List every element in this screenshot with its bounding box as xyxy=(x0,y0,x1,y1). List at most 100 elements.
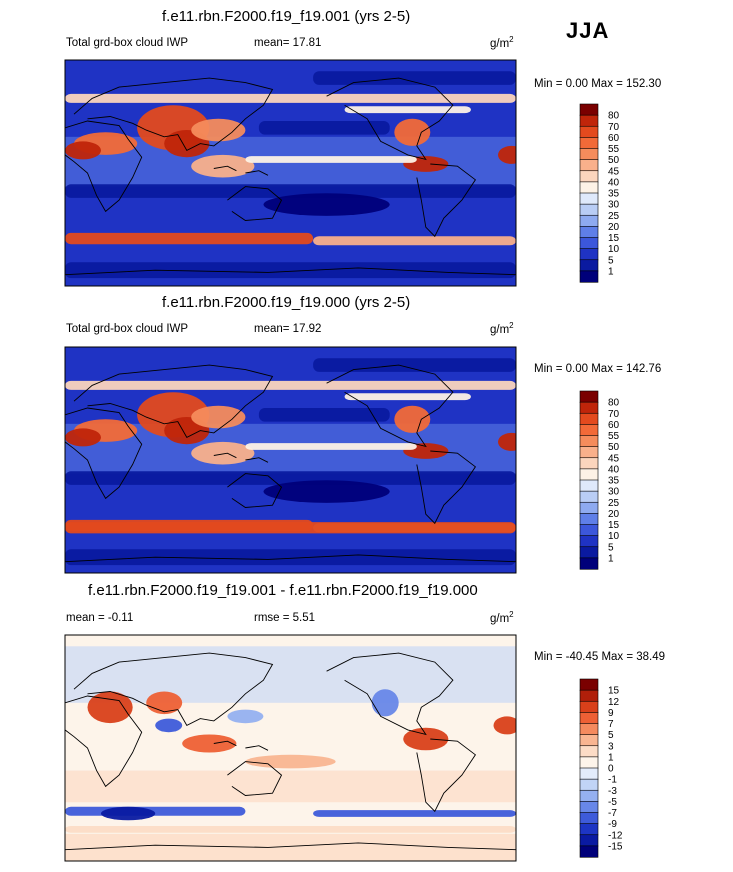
colorbar-tick-label: -12 xyxy=(608,830,623,841)
colorbar-swatch xyxy=(579,812,599,825)
map-field-high xyxy=(394,405,431,433)
map-field-high xyxy=(344,393,471,401)
coastline xyxy=(416,450,477,525)
map-field-low xyxy=(258,408,390,422)
colorbar-swatch xyxy=(579,501,599,514)
colorbar-tick-label: 5 xyxy=(608,542,614,553)
map-field-anomaly xyxy=(101,806,156,821)
map-field-anomaly xyxy=(65,806,246,816)
colorbar-tick-label: 70 xyxy=(608,122,620,133)
map-field-anomaly xyxy=(155,718,183,733)
colorbar-tick-label: -3 xyxy=(608,786,617,797)
panel-3-units: g/m2 xyxy=(490,610,514,625)
map-field-anomaly xyxy=(371,689,399,717)
colorbar-swatch xyxy=(579,546,599,559)
panel-2-units: g/m2 xyxy=(490,321,514,336)
colorbar-tick-label: -1 xyxy=(608,775,617,786)
coastline xyxy=(326,364,454,448)
colorbar-tick-label: -5 xyxy=(608,797,617,808)
colorbar-tick-label: 12 xyxy=(608,697,620,708)
colorbar-swatch xyxy=(579,103,599,116)
coastline xyxy=(65,120,143,213)
colorbar-tick-label: 15 xyxy=(608,233,620,244)
colorbar-swatch xyxy=(579,723,599,736)
coastline xyxy=(65,407,143,500)
colorbar-swatch xyxy=(579,148,599,161)
panel-1-variable-label: Total grd-box cloud IWP xyxy=(66,37,189,49)
colorbar-tick-label: 1 xyxy=(608,752,614,763)
coastline xyxy=(213,165,237,172)
colorbar-tick-label: 7 xyxy=(608,719,614,730)
map-field-anomaly xyxy=(493,716,516,735)
map-field-high xyxy=(191,405,246,429)
colorbar-swatch xyxy=(579,834,599,847)
panel-1-frame xyxy=(64,59,517,287)
colorbar-tick-label: 10 xyxy=(608,244,620,255)
map-field-low xyxy=(313,71,516,85)
colorbar-swatch xyxy=(579,226,599,239)
colorbar-swatch xyxy=(579,823,599,836)
colorbar-swatch xyxy=(579,700,599,713)
colorbar-swatch xyxy=(579,114,599,127)
map-field-low xyxy=(263,193,390,216)
coastline xyxy=(326,652,454,736)
colorbar-tick-label: 55 xyxy=(608,431,620,442)
colorbar-swatch xyxy=(579,778,599,791)
coastline xyxy=(65,554,516,563)
coastline xyxy=(213,740,237,747)
colorbar-tick-label: 5 xyxy=(608,730,614,741)
colorbar-swatch xyxy=(579,270,599,283)
map-field-high xyxy=(65,141,101,160)
colorbar-swatch xyxy=(579,513,599,526)
colorbar-swatch xyxy=(579,390,599,403)
coastline xyxy=(213,452,237,459)
panel-2-title: f.e11.rbn.F2000.f19_f19.000 (yrs 2-5) xyxy=(162,294,411,311)
colorbar-tick-label: 25 xyxy=(608,498,620,509)
colorbar-swatch xyxy=(579,767,599,780)
map-field-anomaly xyxy=(313,810,516,817)
panel-3-title: f.e11.rbn.F2000.f19_f19.001 - f.e11.rbn.… xyxy=(88,582,478,599)
colorbar-tick-label: 60 xyxy=(608,133,620,144)
colorbar-tick-label: 15 xyxy=(608,520,620,531)
coastline xyxy=(245,170,269,176)
colorbar-swatch xyxy=(579,468,599,481)
coastline xyxy=(416,163,477,238)
colorbar-tick-label: 0 xyxy=(608,764,614,775)
season-label: JJA xyxy=(566,18,610,43)
map-field-high xyxy=(498,145,516,164)
map-field-anomaly xyxy=(227,709,264,724)
coastline xyxy=(326,77,454,161)
map-field-high xyxy=(65,522,516,534)
colorbar-swatch xyxy=(579,446,599,459)
colorbar-swatch xyxy=(579,435,599,448)
colorbar-swatch xyxy=(579,801,599,814)
colorbar-swatch xyxy=(579,125,599,138)
panel-2-minmax: Min = 0.00 Max = 142.76 xyxy=(534,363,662,375)
colorbar-swatch xyxy=(579,678,599,691)
panel-2-mean: mean= 17.92 xyxy=(254,323,322,335)
colorbar-swatch xyxy=(579,159,599,172)
map-field-high xyxy=(245,156,417,163)
map-field-low xyxy=(65,549,516,566)
colorbar-swatch xyxy=(579,745,599,758)
panel-3-map xyxy=(65,635,516,861)
colorbar-swatch xyxy=(579,712,599,725)
coastline xyxy=(227,761,283,796)
colorbar-tick-label: 20 xyxy=(608,222,620,233)
colorbar-tick-label: 50 xyxy=(608,442,620,453)
coastline xyxy=(227,186,283,221)
coastline xyxy=(65,842,516,851)
map-field-high xyxy=(344,106,471,114)
panel-3-minmax: Min = -40.45 Max = 38.49 xyxy=(534,651,666,663)
coastline xyxy=(65,695,143,788)
colorbar-swatch xyxy=(579,689,599,702)
map-field-band xyxy=(65,770,516,803)
colorbar-tick-label: 40 xyxy=(608,177,620,188)
panel-2-variable-label: Total grd-box cloud IWP xyxy=(66,323,189,335)
colorbar-tick-label: 35 xyxy=(608,476,620,487)
colorbar-tick-label: -15 xyxy=(608,841,623,852)
panel-2-frame xyxy=(64,346,517,574)
panel-1-minmax: Min = 0.00 Max = 152.30 xyxy=(534,78,662,90)
